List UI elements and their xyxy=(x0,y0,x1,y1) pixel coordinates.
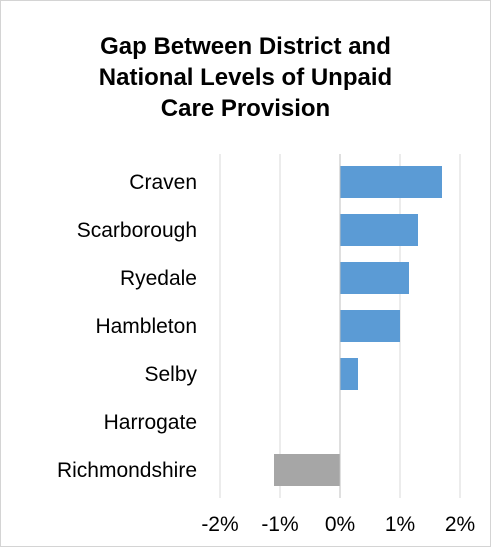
bar xyxy=(340,310,400,342)
bar xyxy=(340,214,418,246)
category-label: Selby xyxy=(144,363,197,386)
bar xyxy=(340,358,358,390)
category-label: Hambleton xyxy=(95,315,197,338)
chart-title-line-3: Care Provision xyxy=(160,95,331,122)
category-label: Scarborough xyxy=(77,219,197,242)
category-label: Richmondshire xyxy=(57,459,197,482)
chart-title: Gap Between District and National Levels… xyxy=(1,31,490,124)
bar xyxy=(340,262,409,294)
chart-title-line-1: Gap Between District and xyxy=(100,33,391,60)
category-label: Ryedale xyxy=(120,267,197,290)
x-tick-label: 1% xyxy=(385,513,415,536)
chart-title-line-2: National Levels of Unpaid xyxy=(98,64,393,91)
bar xyxy=(340,166,442,198)
x-tick-label: -1% xyxy=(261,513,298,536)
x-tick-label: 2% xyxy=(445,513,475,536)
bar xyxy=(274,454,340,486)
category-label: Craven xyxy=(129,171,197,194)
x-tick-label: 0% xyxy=(325,513,355,536)
x-tick-label: -2% xyxy=(201,513,238,536)
category-label: Harrogate xyxy=(104,411,197,434)
